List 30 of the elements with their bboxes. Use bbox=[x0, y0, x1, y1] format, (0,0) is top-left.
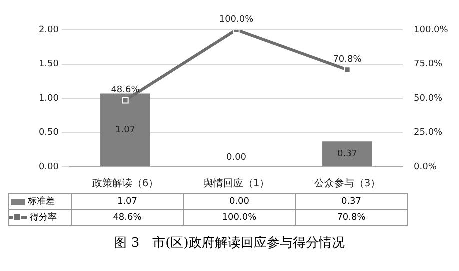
legend-label: 得分率 bbox=[30, 213, 57, 223]
y-tick-label: 2.00 bbox=[38, 25, 60, 36]
text: 100.0% bbox=[219, 14, 254, 25]
x-tick-label: 舆情回应（1） bbox=[203, 178, 270, 190]
y2-tick-label: 25.0% bbox=[414, 128, 444, 138]
data-label: 1.07 bbox=[72, 194, 184, 210]
data-label: 0.37 bbox=[296, 194, 408, 210]
data-label: 100.0% bbox=[184, 210, 296, 226]
point bbox=[344, 66, 351, 74]
text: 48.6% bbox=[111, 85, 140, 96]
y-tick-label: 0.00 bbox=[38, 162, 60, 172]
text: 0.37 bbox=[337, 149, 358, 160]
data-label: 0.00 bbox=[184, 194, 296, 210]
y2-tick-label: 50.0% bbox=[414, 94, 444, 104]
y-tick-label: 1.50 bbox=[38, 60, 60, 70]
x-tick-label: 公众参与（3） bbox=[314, 178, 381, 190]
text: 70.8% bbox=[333, 54, 362, 65]
data-label: 48.6% bbox=[72, 210, 184, 226]
y2-tick-label: 0.0% bbox=[414, 162, 438, 172]
data-label: 70.8% bbox=[296, 210, 408, 226]
x-tick-label: 政策解读（6） bbox=[92, 178, 159, 190]
text: 0.00 bbox=[226, 152, 247, 163]
text: 1.07 bbox=[115, 125, 136, 136]
y2-tick-label: 75.0% bbox=[414, 60, 444, 70]
y-tick-label: 1.00 bbox=[38, 94, 60, 104]
caption: 图 3 市(区)政府解读回应参与得分情况 bbox=[113, 235, 346, 252]
legend-label: 标准差 bbox=[28, 197, 55, 207]
y2-tick-label: 100.0% bbox=[414, 25, 449, 36]
point bbox=[122, 97, 129, 104]
y-tick-label: 0.50 bbox=[38, 128, 60, 138]
